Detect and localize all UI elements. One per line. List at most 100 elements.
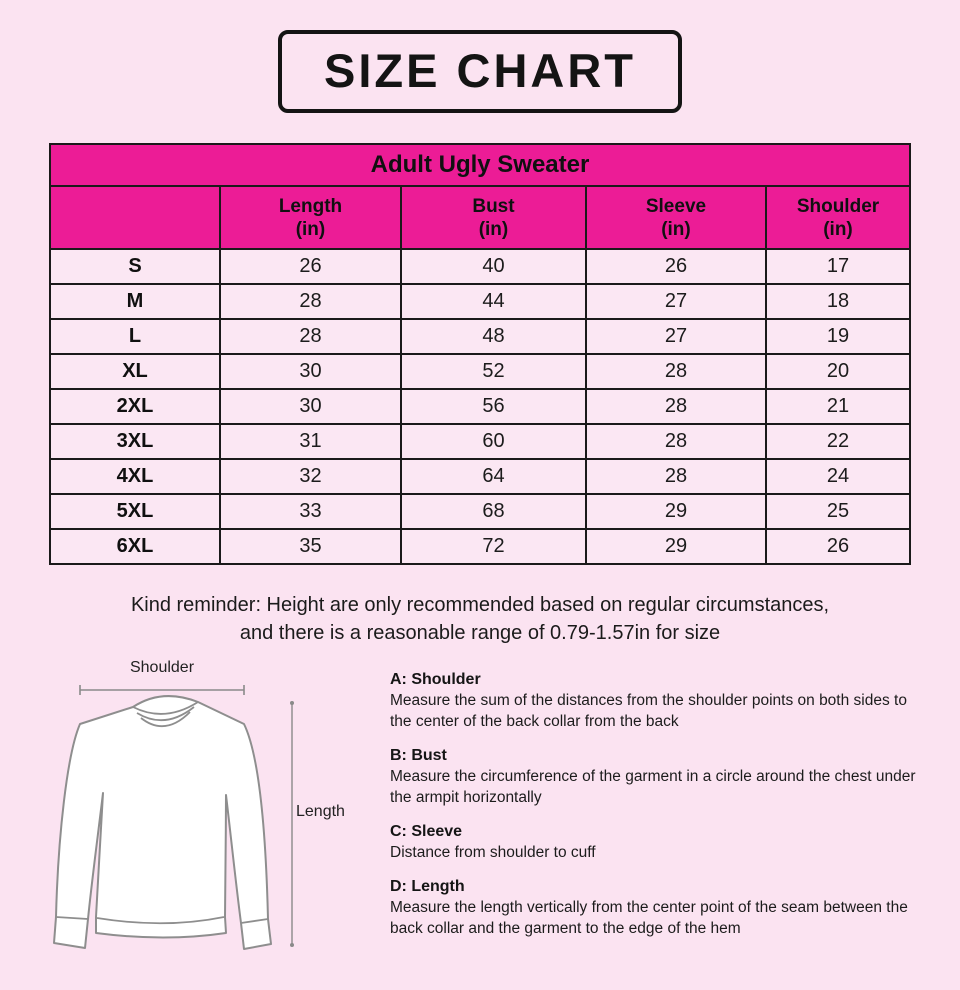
col-header-bust: Bust (in) — [399, 185, 587, 250]
table-row: 2XL 30 56 28 21 — [48, 388, 912, 425]
definition-length: D: Length Measure the length vertically … — [390, 876, 918, 939]
bust-cell: 60 — [399, 423, 587, 460]
shoulder-dimension-label: Shoulder — [129, 659, 195, 676]
bust-cell: 52 — [399, 353, 587, 390]
sleeve-cell: 28 — [584, 388, 767, 425]
table-row: 6XL 35 72 29 26 — [48, 528, 912, 565]
cuff-lines — [55, 916, 269, 924]
table-row: 4XL 32 64 28 24 — [48, 458, 912, 495]
size-chart-title-box: SIZE CHART — [278, 30, 682, 113]
sleeve-cell: 29 — [584, 528, 767, 565]
col-header-shoulder: Shoulder (in) — [764, 185, 912, 250]
shoulder-cell: 21 — [764, 388, 912, 425]
length-cell: 33 — [218, 493, 402, 530]
shoulder-cell: 26 — [764, 528, 912, 565]
page-title: SIZE CHART — [324, 44, 636, 97]
table-row: S 26 40 26 17 — [48, 248, 912, 285]
shoulder-cell: 20 — [764, 353, 912, 390]
table-row: L 28 48 27 19 — [48, 318, 912, 355]
col-name: Sleeve — [645, 195, 707, 217]
sleeve-cell: 27 — [584, 283, 767, 320]
shoulder-cell: 19 — [764, 318, 912, 355]
size-cell: 2XL — [48, 388, 221, 425]
sleeve-cell: 28 — [584, 423, 767, 460]
definition-desc: Measure the length vertically from the c… — [390, 899, 908, 937]
length-cell: 30 — [218, 388, 402, 425]
kind-reminder-note: Kind reminder: Height are only recommend… — [0, 591, 960, 647]
size-cell: 4XL — [48, 458, 221, 495]
sweater-diagram-svg — [53, 685, 294, 950]
col-name: Length — [278, 195, 343, 217]
col-header-sleeve: Sleeve (in) — [584, 185, 767, 250]
definition-title: D: Length — [390, 878, 465, 895]
table-row: XL 30 52 28 20 — [48, 353, 912, 390]
size-chart-table: Adult Ugly Sweater Length (in) Bust (in)… — [48, 143, 912, 565]
shoulder-cell: 22 — [764, 423, 912, 460]
length-cell: 30 — [218, 353, 402, 390]
size-cell: L — [48, 318, 221, 355]
reminder-line-1: Kind reminder: Height are only recommend… — [130, 594, 830, 616]
bust-cell: 64 — [399, 458, 587, 495]
definition-bust: B: Bust Measure the circumference of the… — [390, 745, 918, 808]
measurement-guide-section: Shoulder Length — [0, 657, 960, 967]
shoulder-cell: 25 — [764, 493, 912, 530]
sleeve-cell: 27 — [584, 318, 767, 355]
sleeve-cell: 26 — [584, 248, 767, 285]
sleeve-cell: 29 — [584, 493, 767, 530]
sweater-measurement-diagram: Shoulder Length — [40, 657, 380, 962]
sleeve-cell: 28 — [584, 353, 767, 390]
length-cell: 31 — [218, 423, 402, 460]
table-row: 3XL 31 60 28 22 — [48, 423, 912, 460]
bust-cell: 68 — [399, 493, 587, 530]
table-row: M 28 44 27 18 — [48, 283, 912, 320]
col-header-size — [48, 185, 221, 250]
length-cell: 26 — [218, 248, 402, 285]
length-measure-line — [290, 701, 294, 947]
bust-cell: 48 — [399, 318, 587, 355]
col-name: Bust — [472, 195, 515, 217]
col-unit: (in) — [661, 218, 691, 240]
length-cell: 28 — [218, 318, 402, 355]
size-cell: 3XL — [48, 423, 221, 460]
table-row: 5XL 33 68 29 25 — [48, 493, 912, 530]
col-header-length: Length (in) — [218, 185, 402, 250]
size-cell: 5XL — [48, 493, 221, 530]
bust-cell: 72 — [399, 528, 587, 565]
length-cell: 35 — [218, 528, 402, 565]
definition-shoulder: A: Shoulder Measure the sum of the dista… — [390, 669, 918, 732]
measurement-definitions: A: Shoulder Measure the sum of the dista… — [390, 669, 918, 952]
sweater-outline — [53, 695, 272, 950]
size-cell: S — [48, 248, 221, 285]
definition-title: B: Bust — [390, 747, 447, 764]
definition-desc: Measure the sum of the distances from th… — [390, 692, 907, 730]
col-unit: (in) — [478, 218, 509, 240]
definition-desc: Measure the circumference of the garment… — [390, 768, 916, 806]
length-cell: 28 — [218, 283, 402, 320]
shoulder-cell: 18 — [764, 283, 912, 320]
col-name: Shoulder — [796, 195, 880, 217]
table-header-row: Length (in) Bust (in) Sleeve (in) Should… — [48, 185, 912, 250]
length-cell: 32 — [218, 458, 402, 495]
bust-cell: 40 — [399, 248, 587, 285]
shoulder-cell: 17 — [764, 248, 912, 285]
definition-title: C: Sleeve — [390, 823, 463, 840]
shoulder-cell: 24 — [764, 458, 912, 495]
definition-desc: Distance from shoulder to cuff — [390, 844, 596, 861]
size-cell: XL — [48, 353, 221, 390]
definition-sleeve: C: Sleeve Distance from shoulder to cuff — [390, 821, 918, 863]
length-dimension-label: Length — [296, 803, 345, 820]
definition-title: A: Shoulder — [390, 671, 481, 688]
table-title-row: Adult Ugly Sweater — [48, 143, 912, 187]
bust-cell: 56 — [399, 388, 587, 425]
size-cell: M — [48, 283, 221, 320]
shoulder-measure-line — [79, 685, 245, 695]
hem-line — [96, 916, 225, 925]
sleeve-cell: 28 — [584, 458, 767, 495]
table-title: Adult Ugly Sweater — [48, 143, 912, 187]
size-cell: 6XL — [48, 528, 221, 565]
reminder-line-2: and there is a reasonable range of 0.79-… — [239, 622, 721, 644]
col-unit: (in) — [295, 218, 326, 240]
bust-cell: 44 — [399, 283, 587, 320]
collar-lines — [132, 701, 199, 727]
col-unit: (in) — [823, 218, 853, 240]
